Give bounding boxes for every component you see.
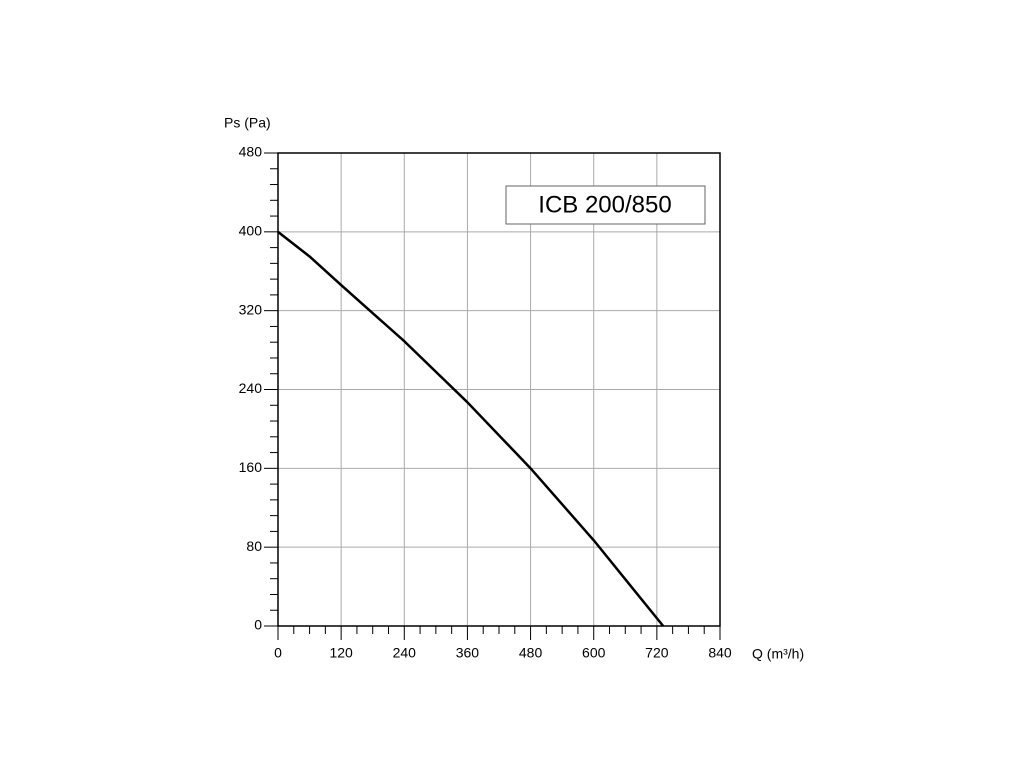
y-tick-label: 80 — [246, 538, 262, 554]
x-tick-label: 480 — [519, 645, 543, 661]
x-tick-label: 360 — [456, 645, 480, 661]
x-axis-label: Q (m³/h) — [752, 646, 804, 662]
y-tick-label: 400 — [239, 223, 263, 239]
x-tick-label: 0 — [274, 645, 282, 661]
x-tick-label: 240 — [393, 645, 417, 661]
y-tick-label: 0 — [254, 617, 262, 633]
x-tick-label: 720 — [645, 645, 669, 661]
plot-frame — [277, 152, 721, 627]
annotation-box — [505, 185, 706, 225]
x-tick-label: 840 — [708, 645, 732, 661]
curve — [277, 230, 665, 627]
y-tick-label: 240 — [239, 380, 263, 396]
y-tick-label: 320 — [239, 301, 263, 317]
y-tick-label: 160 — [239, 459, 263, 475]
annotation: ICB 200/850 — [538, 191, 671, 218]
x-tick-label: 600 — [582, 645, 606, 661]
y-axis-label: Ps (Pa) — [224, 115, 271, 131]
x-tick-label: 120 — [329, 645, 353, 661]
y-tick-label: 480 — [239, 144, 263, 160]
